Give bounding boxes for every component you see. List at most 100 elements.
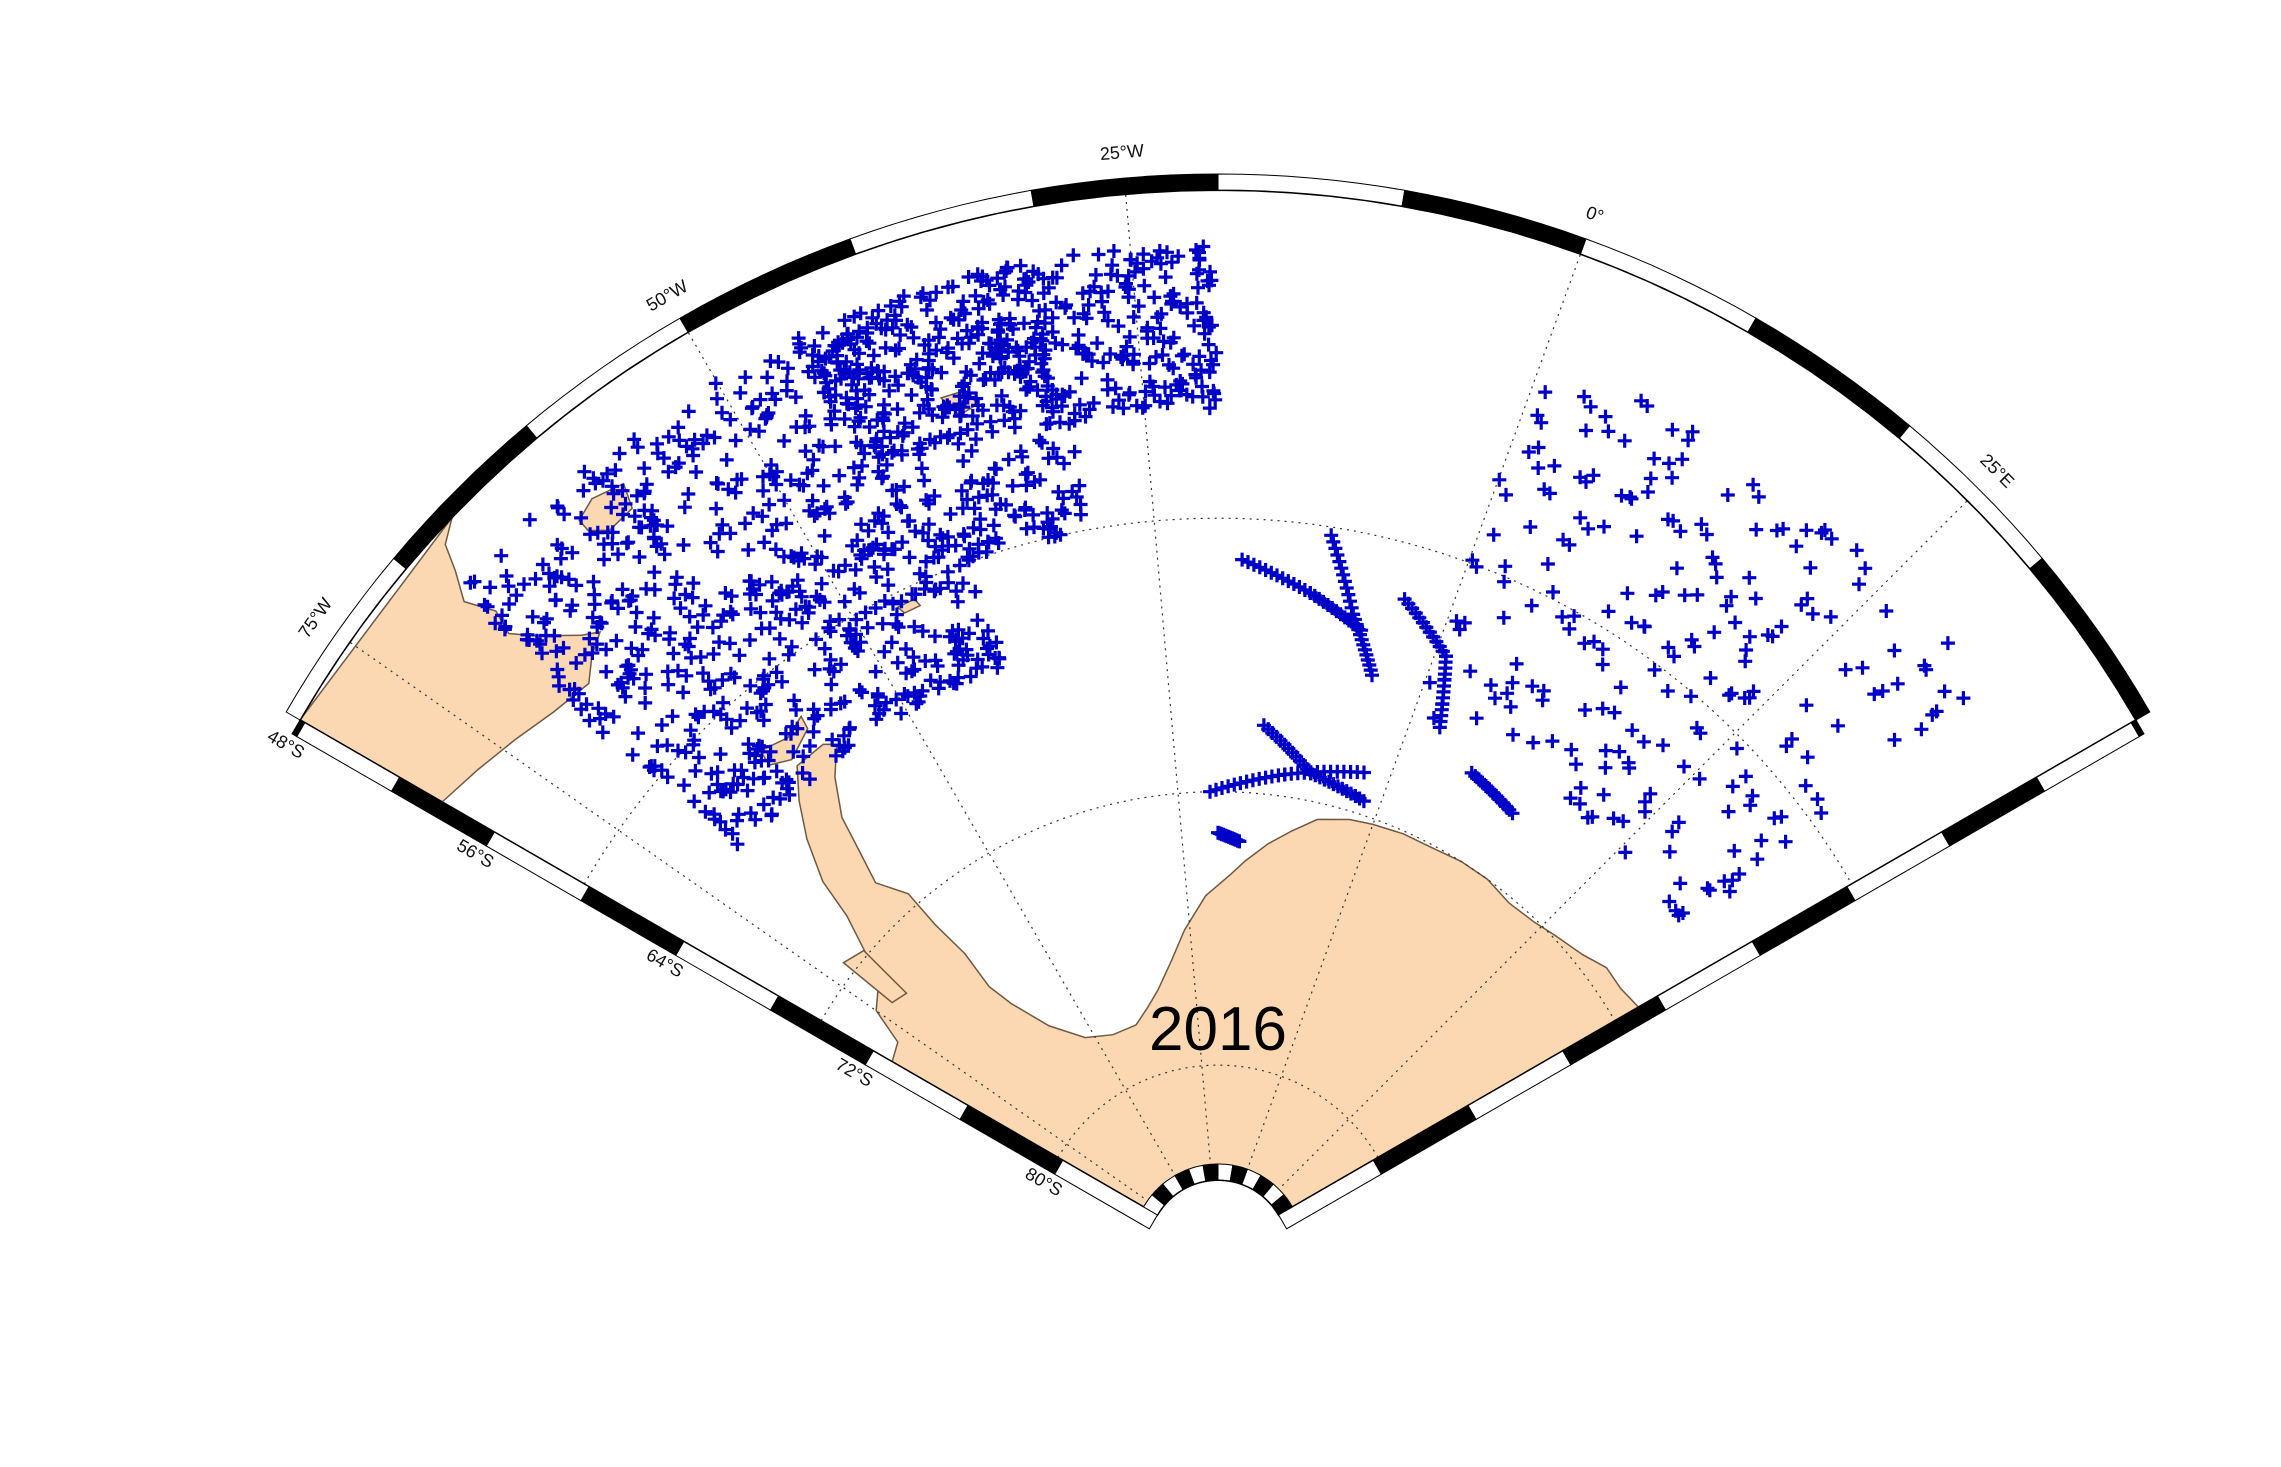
float-marker bbox=[777, 493, 792, 508]
float-marker bbox=[738, 370, 753, 385]
float-marker bbox=[1032, 433, 1047, 448]
float-marker bbox=[706, 647, 721, 661]
float-marker bbox=[691, 710, 706, 725]
year-label: 2016 bbox=[1149, 995, 1287, 1064]
float-marker bbox=[1677, 759, 1691, 774]
float-marker bbox=[752, 424, 766, 439]
float-marker bbox=[862, 387, 877, 402]
float-marker bbox=[929, 315, 943, 330]
float-marker bbox=[884, 635, 899, 650]
float-marker bbox=[1463, 664, 1478, 679]
float-marker bbox=[811, 354, 826, 369]
float-marker bbox=[1562, 621, 1577, 636]
float-marker bbox=[970, 613, 985, 628]
float-marker bbox=[908, 587, 923, 602]
float-marker bbox=[1598, 409, 1613, 424]
float-marker bbox=[1036, 286, 1051, 301]
float-marker bbox=[650, 739, 665, 754]
float-marker bbox=[1887, 732, 1902, 747]
float-marker bbox=[1500, 686, 1515, 701]
float-marker bbox=[1742, 570, 1757, 585]
float-marker bbox=[956, 576, 970, 591]
float-marker bbox=[522, 512, 537, 527]
float-marker bbox=[783, 473, 798, 488]
float-marker bbox=[606, 709, 621, 724]
float-marker bbox=[499, 569, 514, 583]
float-marker bbox=[713, 707, 728, 722]
float-marker bbox=[1202, 278, 1216, 293]
float-marker bbox=[1855, 660, 1870, 675]
float-marker bbox=[1049, 295, 1064, 310]
float-marker bbox=[786, 744, 801, 759]
float-marker bbox=[671, 456, 686, 471]
float-marker bbox=[780, 781, 794, 796]
float-marker bbox=[1684, 632, 1699, 647]
float-marker bbox=[1019, 382, 1034, 397]
float-marker bbox=[1192, 349, 1207, 364]
float-marker bbox=[746, 582, 761, 596]
float-marker bbox=[1153, 321, 1168, 336]
float-marker bbox=[1622, 761, 1637, 775]
float-marker bbox=[1160, 245, 1174, 260]
float-marker bbox=[868, 698, 882, 713]
float-marker bbox=[876, 469, 891, 484]
float-marker bbox=[1008, 509, 1023, 524]
float-marker bbox=[854, 517, 869, 532]
float-marker bbox=[672, 433, 687, 448]
float-marker bbox=[724, 589, 739, 604]
float-marker bbox=[1665, 422, 1680, 437]
float-marker bbox=[970, 652, 985, 667]
float-marker bbox=[1035, 327, 1050, 342]
float-marker bbox=[1940, 636, 1955, 651]
float-marker bbox=[1018, 362, 1033, 376]
float-marker bbox=[921, 533, 936, 548]
float-marker bbox=[839, 390, 854, 405]
float-marker bbox=[1662, 844, 1677, 859]
float-marker bbox=[605, 594, 620, 608]
float-marker bbox=[1053, 415, 1067, 430]
float-marker bbox=[743, 601, 758, 616]
float-marker bbox=[904, 388, 919, 402]
float-marker bbox=[990, 325, 1005, 340]
float-marker bbox=[730, 837, 745, 852]
float-marker bbox=[917, 473, 932, 488]
float-marker bbox=[1039, 417, 1054, 432]
float-marker bbox=[801, 605, 816, 620]
float-marker bbox=[1640, 485, 1655, 499]
float-marker bbox=[798, 444, 813, 459]
float-marker bbox=[1690, 587, 1705, 602]
float-marker bbox=[899, 666, 914, 681]
float-marker bbox=[959, 323, 974, 338]
float-marker bbox=[1579, 474, 1593, 489]
float-marker bbox=[897, 416, 912, 431]
float-marker bbox=[788, 390, 803, 405]
float-marker bbox=[754, 621, 769, 636]
float-marker bbox=[817, 641, 832, 656]
float-marker bbox=[550, 662, 565, 677]
float-marker bbox=[902, 550, 917, 565]
float-marker bbox=[815, 325, 830, 340]
float-marker bbox=[1546, 585, 1560, 599]
float-marker bbox=[1503, 699, 1518, 714]
float-marker bbox=[608, 463, 623, 478]
float-marker bbox=[966, 520, 981, 535]
float-marker bbox=[719, 452, 734, 467]
float-marker bbox=[661, 429, 676, 444]
float-marker bbox=[1754, 833, 1769, 848]
float-marker bbox=[827, 404, 842, 419]
float-marker bbox=[577, 464, 592, 479]
float-marker bbox=[976, 631, 991, 646]
float-marker bbox=[814, 576, 829, 591]
float-marker bbox=[1196, 239, 1211, 254]
float-marker bbox=[1028, 348, 1043, 362]
float-marker bbox=[814, 550, 829, 565]
float-marker bbox=[1027, 475, 1042, 489]
float-marker bbox=[1662, 456, 1676, 471]
float-marker bbox=[943, 310, 958, 325]
float-marker bbox=[494, 548, 509, 563]
float-marker bbox=[742, 574, 757, 588]
float-marker bbox=[962, 336, 976, 351]
float-marker bbox=[851, 371, 866, 386]
float-marker bbox=[837, 412, 852, 426]
float-marker bbox=[957, 376, 972, 391]
